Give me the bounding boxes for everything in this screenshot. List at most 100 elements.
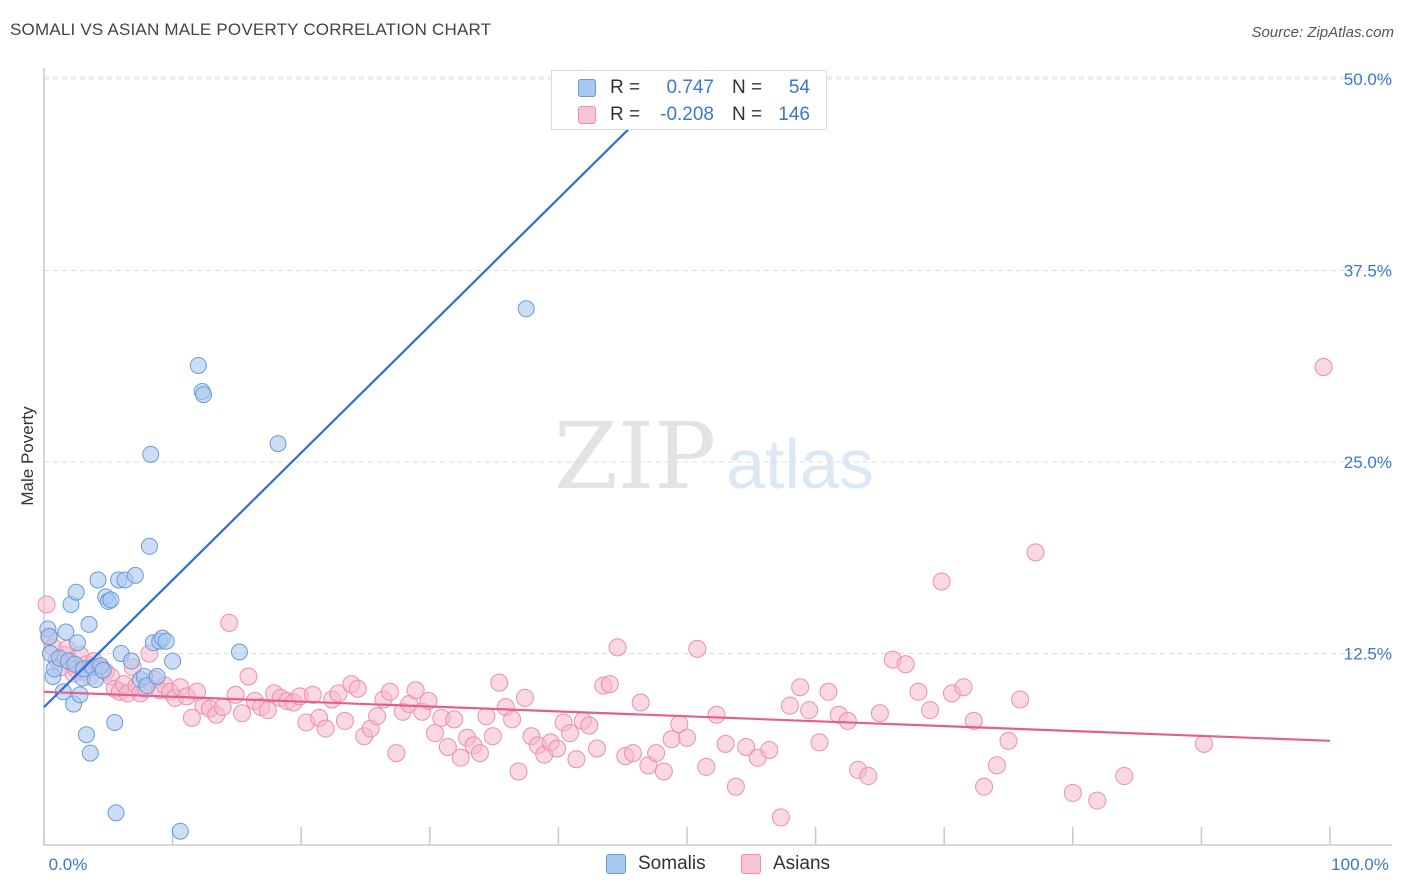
r-value: 0.747 xyxy=(666,77,714,98)
r-label: R = xyxy=(610,77,641,98)
asian-point xyxy=(771,808,790,827)
asian-point xyxy=(1088,791,1107,810)
somali-point xyxy=(269,435,287,453)
somali-trend-line xyxy=(43,70,688,708)
asian-point xyxy=(445,710,464,729)
legend-row-asians: R = -0.208 N = 146 xyxy=(552,102,826,128)
asian-point xyxy=(791,678,810,697)
asian-point xyxy=(226,685,245,704)
asian-point xyxy=(987,756,1006,775)
y-tick-label: 50.0% xyxy=(1344,70,1392,89)
n-label: N = xyxy=(732,77,763,98)
asian-point xyxy=(239,667,258,686)
asian-point xyxy=(921,701,940,720)
somali-point xyxy=(140,537,158,555)
somali-point xyxy=(126,566,144,584)
somali-point xyxy=(142,445,160,463)
asian-point xyxy=(760,741,779,760)
y-tick-label: 12.5% xyxy=(1344,645,1392,664)
asian-point xyxy=(631,693,650,712)
asian-point xyxy=(182,708,201,727)
asian-point xyxy=(716,734,735,753)
asian-point xyxy=(896,655,915,674)
asian-point xyxy=(975,777,994,796)
somali-point xyxy=(94,661,112,679)
asian-point xyxy=(258,701,277,720)
asian-point xyxy=(387,744,406,763)
asian-point xyxy=(548,739,567,758)
asian-point xyxy=(859,767,878,786)
somali-points xyxy=(39,81,580,840)
asian-point xyxy=(654,762,673,781)
asian-point xyxy=(490,673,509,692)
r-label: R = xyxy=(610,104,641,125)
somali-point xyxy=(122,652,140,670)
asian-point xyxy=(368,707,387,726)
asian-point xyxy=(800,701,819,720)
asian-point xyxy=(909,682,928,701)
asian-point xyxy=(316,719,335,738)
asian-swatch xyxy=(578,106,596,124)
n-label: N = xyxy=(732,104,763,125)
asian-point xyxy=(932,572,951,591)
legend-label: Somalis xyxy=(638,853,706,874)
y-tick-label: 25.0% xyxy=(1344,453,1392,472)
x-tick-label: 100.0% xyxy=(1331,855,1389,874)
asian-point xyxy=(623,744,642,763)
series-legend: Somalis Asians xyxy=(0,852,1406,878)
somali-point xyxy=(71,686,89,704)
asian-point xyxy=(1026,543,1045,562)
somali-point xyxy=(67,583,85,601)
asian-point xyxy=(737,737,756,756)
somali-point xyxy=(107,804,125,822)
asian-trend-line xyxy=(43,690,1331,742)
watermark-zip: ZIP xyxy=(554,403,716,510)
somali-point xyxy=(40,628,58,646)
somali-point xyxy=(57,623,75,641)
asian-point xyxy=(380,682,399,701)
watermark: ZIP atlas xyxy=(554,403,874,510)
somali-point xyxy=(89,571,107,589)
somali-point xyxy=(77,726,95,744)
asian-point xyxy=(780,696,799,715)
asian-point xyxy=(600,675,619,694)
asian-point xyxy=(954,678,973,697)
y-tick-label: 37.5% xyxy=(1344,262,1392,281)
x-tick-label: 0.0% xyxy=(49,855,88,874)
asian-point xyxy=(329,684,348,703)
somali-point xyxy=(189,356,207,374)
asian-point xyxy=(1115,767,1134,786)
asian-point xyxy=(1194,734,1213,753)
trend-lines xyxy=(43,70,1331,742)
asian-point xyxy=(1314,358,1333,377)
source-label: Source: ZipAtlas.com xyxy=(1251,24,1394,41)
asian-point xyxy=(515,688,534,707)
asian-point xyxy=(662,730,681,749)
somali-point xyxy=(517,300,535,318)
somali-point xyxy=(157,632,175,650)
somali-point xyxy=(148,667,166,685)
asian-point xyxy=(580,716,599,735)
somali-point xyxy=(171,822,189,840)
r-value: -0.208 xyxy=(660,104,714,125)
asian-point xyxy=(567,750,586,769)
asian-point xyxy=(220,613,239,632)
y-tick-labels: 12.5% 25.0% 37.5% 50.0% xyxy=(1344,70,1392,664)
asian-point xyxy=(688,639,707,658)
asian-point xyxy=(964,711,983,730)
asian-point xyxy=(726,777,745,796)
asian-point xyxy=(425,724,444,743)
asian-point xyxy=(810,733,829,752)
asian-point xyxy=(999,731,1018,750)
asian-point xyxy=(608,638,627,657)
gridlines xyxy=(44,76,1392,654)
asian-point xyxy=(1063,783,1082,802)
asian-point xyxy=(335,711,354,730)
somali-point xyxy=(102,591,120,609)
somali-point xyxy=(106,713,124,731)
somali-point xyxy=(81,744,99,762)
somali-point xyxy=(230,643,248,661)
asian-point xyxy=(37,595,56,614)
somali-point xyxy=(164,652,182,670)
